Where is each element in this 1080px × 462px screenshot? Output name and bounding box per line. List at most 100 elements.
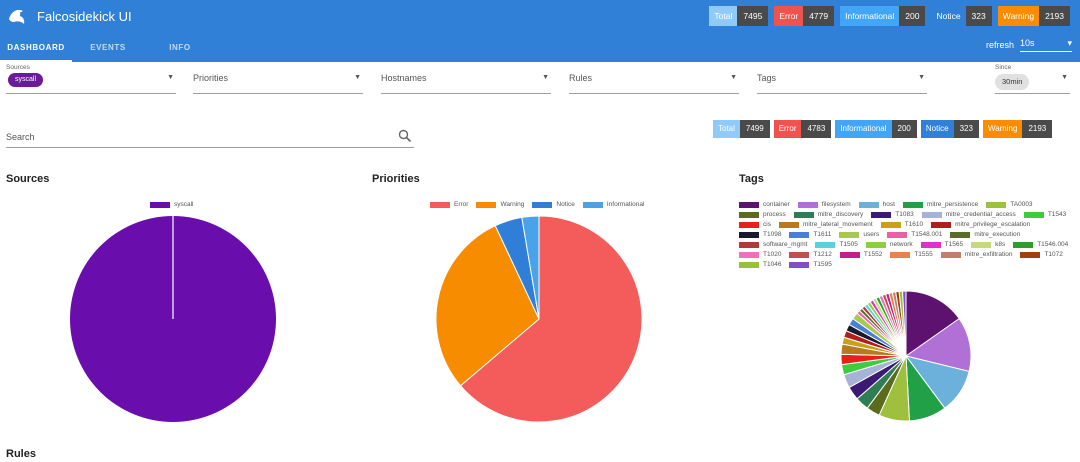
- top-stat-value: 7495: [737, 6, 769, 26]
- since-chip[interactable]: 30min: [995, 74, 1030, 90]
- top-stat-label: Notice: [936, 11, 961, 21]
- search-icon[interactable]: [398, 129, 412, 143]
- legend-swatch: [739, 231, 759, 238]
- since-filter[interactable]: Since 30min ▼: [995, 62, 1070, 94]
- top-stat-warning: Warning 2193: [997, 6, 1070, 26]
- legend-item[interactable]: T1072: [1020, 251, 1063, 258]
- legend-item[interactable]: T1548.001: [887, 231, 942, 238]
- legend-item[interactable]: users: [839, 231, 879, 238]
- legend-swatch: [739, 221, 759, 228]
- legend-swatch: [839, 251, 860, 258]
- legend-item[interactable]: Warning: [476, 201, 524, 208]
- legend-item[interactable]: cis: [739, 221, 771, 228]
- source-chip-syscall[interactable]: syscall: [8, 73, 44, 87]
- pie-slice[interactable]: [902, 290, 907, 357]
- legend-item[interactable]: T1555: [890, 251, 933, 258]
- legend-item[interactable]: T1595: [789, 261, 832, 268]
- pie-slice[interactable]: [435, 225, 540, 387]
- legend-item[interactable]: mitre_exfiltration: [940, 251, 1013, 258]
- legend-item[interactable]: T1505: [815, 241, 858, 248]
- legend-label: T1546.004: [1037, 241, 1069, 248]
- nav-tabs: DASHBOARD EVENTS INFO: [0, 36, 216, 62]
- legend-item[interactable]: network: [865, 241, 913, 248]
- legend-label: T1083: [895, 211, 914, 218]
- hostnames-filter-label: Hostnames: [381, 73, 427, 83]
- legend-label: T1611: [813, 231, 832, 238]
- tab-info[interactable]: INFO: [169, 43, 191, 52]
- legend-swatch: [789, 231, 810, 238]
- tags-filter-label: Tags: [757, 73, 777, 83]
- sources-filter[interactable]: Sources syscall ▼: [6, 62, 176, 94]
- tags-filter[interactable]: Tags ▼: [757, 62, 927, 94]
- legend-item[interactable]: T1020: [739, 251, 781, 258]
- legend-label: T1505: [839, 241, 858, 248]
- legend-item[interactable]: software_mgmt: [739, 241, 807, 248]
- legend-item[interactable]: Notice: [532, 201, 575, 208]
- refresh-control: refresh 10s ▾: [986, 38, 1072, 52]
- legend-item[interactable]: T1611: [789, 231, 831, 238]
- legend-item[interactable]: Error: [430, 201, 468, 208]
- sources-filter-label: Sources: [6, 64, 30, 71]
- legend-label: T1046: [763, 261, 782, 268]
- legend-item[interactable]: process: [739, 211, 786, 218]
- legend-item[interactable]: T1565: [920, 241, 963, 248]
- pie-slice[interactable]: [905, 290, 960, 357]
- legend-swatch: [931, 221, 952, 228]
- tab-events[interactable]: EVENTS: [90, 43, 126, 52]
- legend-swatch: [880, 221, 901, 228]
- legend-item[interactable]: T1610: [880, 221, 923, 228]
- legend-label: T1212: [813, 251, 832, 258]
- legend-item[interactable]: TA0003: [986, 201, 1033, 208]
- hostnames-filter[interactable]: Hostnames ▼: [381, 62, 551, 94]
- legend-item[interactable]: T1098: [739, 231, 781, 238]
- legend-swatch: [150, 201, 170, 208]
- legend-item[interactable]: T1083: [871, 211, 914, 218]
- legend-swatch: [921, 211, 942, 218]
- legend-item[interactable]: container: [739, 201, 790, 208]
- legend-label: mitre_discovery: [817, 211, 864, 218]
- legend-label: users: [863, 231, 880, 238]
- legend-item[interactable]: Informational: [582, 201, 645, 208]
- legend-item[interactable]: mitre_discovery: [793, 211, 864, 218]
- legend-swatch: [789, 251, 810, 258]
- search-placeholder: Search: [6, 132, 35, 142]
- legend-item[interactable]: T1552: [839, 251, 882, 258]
- stat-label: Informational: [835, 120, 892, 138]
- legend-label: T1543: [1047, 211, 1067, 218]
- legend-item[interactable]: mitre_execution: [950, 231, 1020, 238]
- priorities-filter[interactable]: Priorities ▼: [193, 62, 363, 94]
- legend-item[interactable]: T1046: [739, 261, 781, 268]
- legend-item[interactable]: filesystem: [797, 201, 851, 208]
- legend-item[interactable]: T1543: [1023, 211, 1067, 218]
- top-stat-value: 2193: [1039, 6, 1070, 26]
- legend-item[interactable]: mitre_persistence: [902, 201, 978, 208]
- legend-label: mitre_lateral_movement: [802, 221, 873, 228]
- top-stat-informational: Informational 200: [840, 6, 926, 26]
- legend-swatch: [887, 231, 908, 238]
- top-stat-value: 200: [899, 6, 926, 26]
- tab-dashboard[interactable]: DASHBOARD: [0, 36, 72, 62]
- watermark: 陈少文: [968, 410, 1066, 440]
- refresh-select[interactable]: 10s ▾: [1020, 38, 1072, 52]
- legend-item[interactable]: T1212: [789, 251, 832, 258]
- legend-label: Informational: [606, 201, 645, 208]
- legend-item[interactable]: k8s: [971, 241, 1005, 248]
- top-stat-total: Total 7495: [709, 6, 769, 26]
- chevron-down-icon: ▼: [354, 74, 361, 81]
- rules-filter[interactable]: Rules ▼: [569, 62, 739, 94]
- legend-item[interactable]: host: [858, 201, 895, 208]
- legend-swatch: [920, 241, 941, 248]
- pie-slice[interactable]: [521, 215, 540, 320]
- legend-swatch: [858, 201, 879, 208]
- legend-item[interactable]: syscall: [150, 201, 194, 208]
- pie-slice[interactable]: [904, 317, 972, 373]
- legend-swatch: [815, 241, 836, 248]
- legend-item[interactable]: T1546.004: [1013, 241, 1068, 248]
- legend-label: mitre_exfiltration: [964, 251, 1013, 258]
- priorities-pie-chart: [435, 215, 643, 423]
- legend-item[interactable]: mitre_privilege_escalation: [931, 221, 1030, 228]
- search-field[interactable]: Search: [6, 128, 414, 148]
- legend-item[interactable]: mitre_credential_access: [921, 211, 1016, 218]
- legend-item[interactable]: mitre_lateral_movement: [778, 221, 873, 228]
- pie-slice[interactable]: [459, 215, 643, 423]
